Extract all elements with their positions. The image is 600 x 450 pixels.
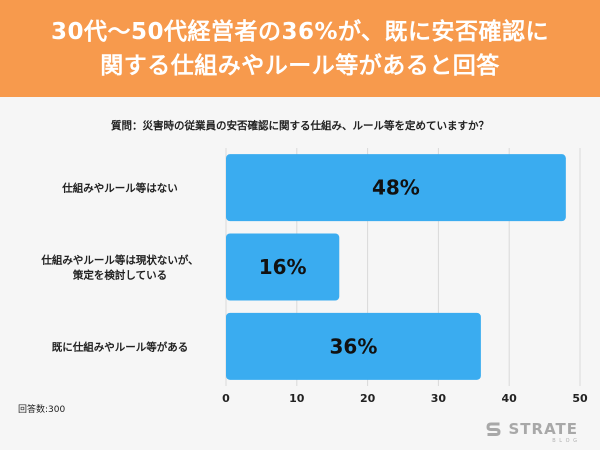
bar-value-label-2: 36% xyxy=(330,334,378,358)
bar-value-label-1: 16% xyxy=(259,255,307,279)
title-banner: 30代〜50代経営者の36%が、既に安否確認に 関する仕組みやルール等があると回… xyxy=(0,0,600,97)
bar-1 xyxy=(226,233,340,301)
x-tick-label-20: 20 xyxy=(360,392,376,405)
question-text: 質問：災害時の従業員の安否確認に関する仕組み、ルール等を定めていますか？ xyxy=(111,120,489,132)
x-tick-label-40: 40 xyxy=(502,392,518,405)
bar-value-label-0: 48% xyxy=(372,176,420,200)
respondent-count: 回答数:300 xyxy=(18,405,66,415)
category-label-1-line-0: 仕組みやルール等は現状ないが、 xyxy=(40,254,198,267)
bar-2 xyxy=(226,312,481,380)
category-label-1-line-1: 策定を検討している xyxy=(72,269,167,282)
x-tick-label-10: 10 xyxy=(289,392,305,405)
brand-name: STRATE xyxy=(508,420,578,438)
brand-subtitle: B L O G xyxy=(552,438,578,444)
bar-0 xyxy=(226,154,566,222)
strate-s-logo-icon xyxy=(486,422,501,436)
category-label-2: 既に仕組みやルール等がある xyxy=(52,340,189,353)
x-tick-label-0: 0 xyxy=(222,392,230,405)
title-line-1: 30代〜50代経営者の36%が、既に安否確認に xyxy=(50,18,550,45)
x-tick-label-50: 50 xyxy=(572,392,588,405)
x-tick-label-30: 30 xyxy=(431,392,447,405)
title-line-2: 関する仕組みやルール等があると回答 xyxy=(100,52,500,79)
category-label-0: 仕組みやルール等はない xyxy=(61,182,178,195)
brand-logo: STRATE B L O G xyxy=(485,420,578,444)
